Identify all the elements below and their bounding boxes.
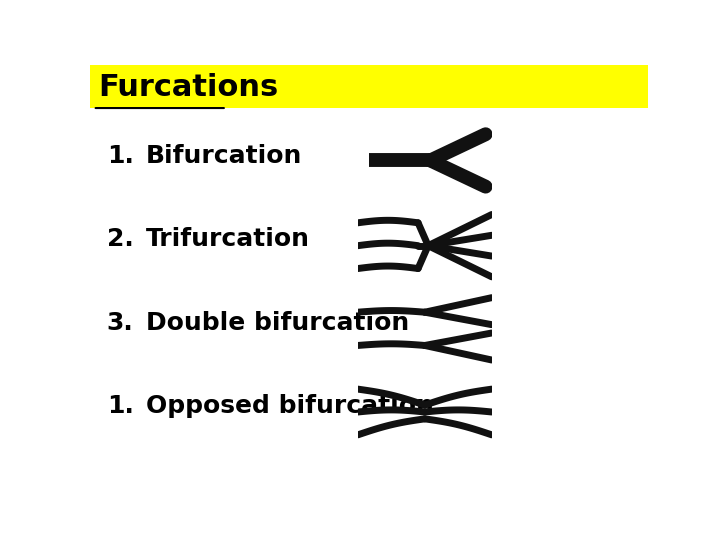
Text: Bifurcation: Bifurcation (145, 144, 302, 168)
Text: Opposed bifurcation: Opposed bifurcation (145, 394, 433, 418)
Text: Double bifurcation: Double bifurcation (145, 310, 409, 335)
Text: 1.: 1. (107, 144, 134, 168)
Text: 3.: 3. (107, 310, 133, 335)
FancyBboxPatch shape (90, 65, 648, 109)
Text: 1.: 1. (107, 394, 134, 418)
Text: Furcations: Furcations (99, 73, 279, 102)
Text: 2.: 2. (107, 227, 133, 252)
Text: Trifurcation: Trifurcation (145, 227, 310, 252)
